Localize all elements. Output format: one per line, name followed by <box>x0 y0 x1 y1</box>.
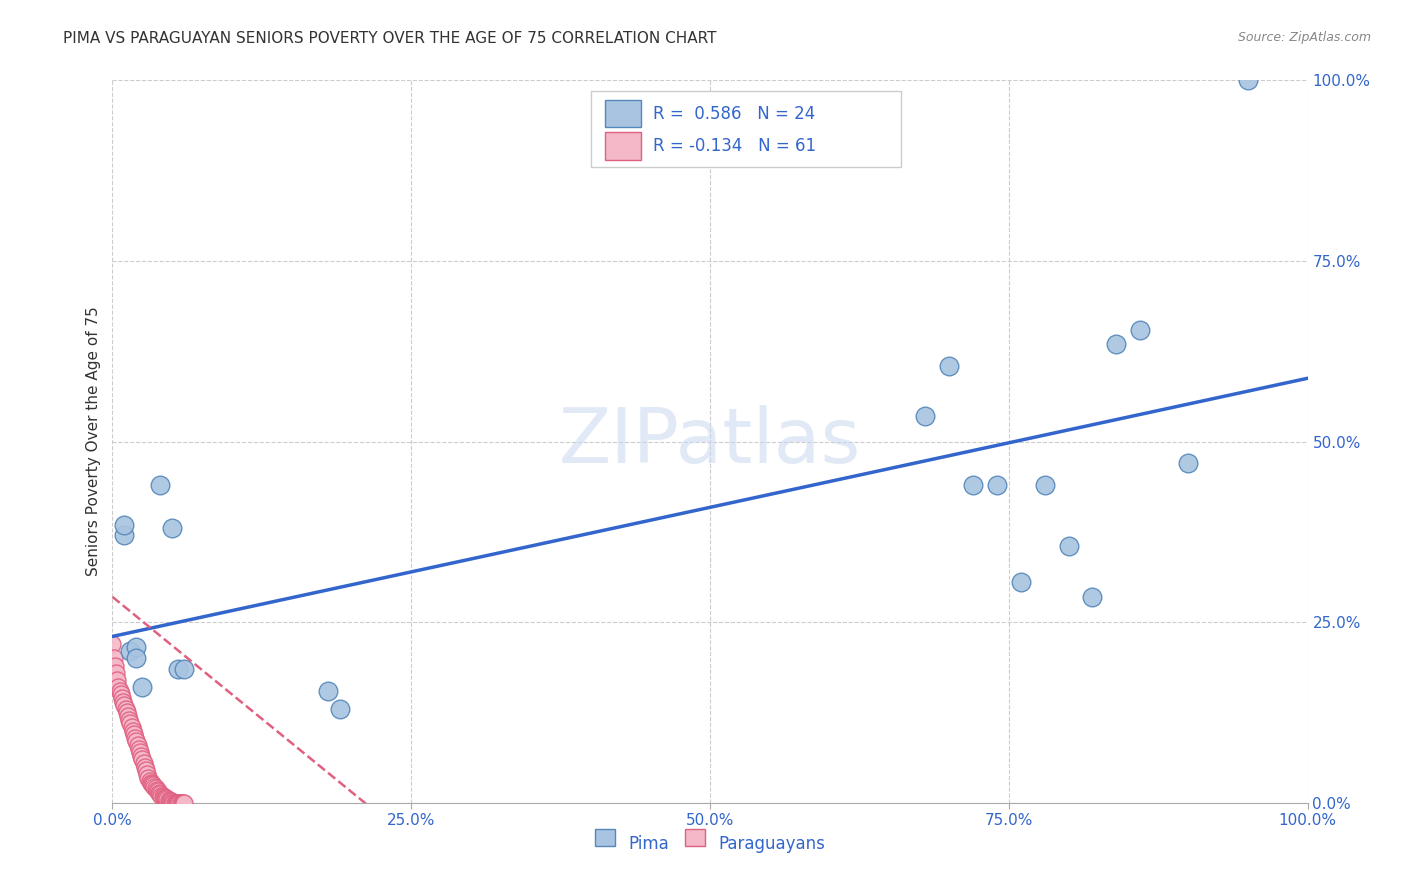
Point <box>131 680 153 694</box>
Point <box>1081 590 1104 604</box>
Point <box>114 528 135 542</box>
Point <box>121 720 143 734</box>
Point <box>134 760 156 774</box>
Point <box>1237 73 1260 87</box>
Point <box>914 409 936 424</box>
Point <box>167 662 190 676</box>
Point <box>131 752 153 766</box>
Bar <box>605 100 641 128</box>
Point <box>120 644 142 658</box>
Point <box>1177 456 1199 470</box>
Point <box>155 791 177 805</box>
Point <box>115 706 138 720</box>
Point <box>169 796 191 810</box>
Point <box>146 784 169 798</box>
Point <box>173 662 195 676</box>
FancyBboxPatch shape <box>591 91 901 167</box>
Point <box>159 794 181 808</box>
Point <box>1105 337 1128 351</box>
Point <box>173 796 195 810</box>
Point <box>169 796 191 810</box>
Point <box>1010 575 1032 590</box>
Point <box>145 781 167 796</box>
Point <box>150 789 173 803</box>
Point <box>172 796 194 810</box>
Point <box>103 651 125 665</box>
Point <box>125 734 148 748</box>
Text: R = -0.134   N = 61: R = -0.134 N = 61 <box>652 137 815 155</box>
Point <box>129 745 152 759</box>
Point <box>162 796 184 810</box>
Point <box>117 709 139 723</box>
Point <box>938 359 960 373</box>
Point <box>160 794 183 808</box>
Point <box>329 702 352 716</box>
Point <box>128 741 150 756</box>
Point <box>153 790 176 805</box>
Point <box>141 777 163 791</box>
Point <box>142 779 165 793</box>
Point <box>125 651 148 665</box>
Text: R =  0.586   N = 24: R = 0.586 N = 24 <box>652 104 815 122</box>
Point <box>129 748 152 763</box>
Point <box>153 790 176 805</box>
Point <box>962 478 984 492</box>
Point <box>139 775 162 789</box>
Point <box>149 478 172 492</box>
Point <box>166 796 188 810</box>
Point <box>1033 478 1056 492</box>
Point <box>143 780 166 794</box>
Point <box>148 786 170 800</box>
Point <box>104 658 127 673</box>
Point <box>121 723 143 738</box>
Point <box>124 731 146 745</box>
Point <box>162 795 183 809</box>
Bar <box>605 132 641 160</box>
Text: Source: ZipAtlas.com: Source: ZipAtlas.com <box>1237 31 1371 45</box>
Point <box>114 517 135 532</box>
Point <box>316 683 339 698</box>
Point <box>114 698 135 713</box>
Point <box>163 796 186 810</box>
Point <box>125 640 148 655</box>
Point <box>118 713 141 727</box>
Point <box>112 695 135 709</box>
Point <box>110 687 132 701</box>
Point <box>149 787 172 801</box>
Point <box>145 782 167 797</box>
Point <box>157 793 180 807</box>
Point <box>107 680 129 694</box>
Point <box>986 478 1008 492</box>
Point <box>162 521 183 535</box>
Point <box>127 738 149 752</box>
Point <box>101 637 124 651</box>
Point <box>152 789 174 804</box>
Point <box>120 716 142 731</box>
Point <box>122 727 145 741</box>
Text: ZIPatlas: ZIPatlas <box>558 405 862 478</box>
Point <box>135 764 157 778</box>
Point <box>1057 539 1080 553</box>
Point <box>111 691 134 706</box>
Point <box>170 796 193 810</box>
Y-axis label: Seniors Poverty Over the Age of 75: Seniors Poverty Over the Age of 75 <box>86 307 101 576</box>
Point <box>167 796 190 810</box>
Point <box>132 756 155 770</box>
Point <box>114 702 136 716</box>
Legend: Pima, Paraguayans: Pima, Paraguayans <box>588 828 832 860</box>
Point <box>138 771 160 785</box>
Point <box>105 673 128 687</box>
Text: PIMA VS PARAGUAYAN SENIORS POVERTY OVER THE AGE OF 75 CORRELATION CHART: PIMA VS PARAGUAYAN SENIORS POVERTY OVER … <box>63 31 717 46</box>
Point <box>108 683 131 698</box>
Point <box>1129 322 1152 336</box>
Point <box>165 796 187 810</box>
Point <box>136 767 159 781</box>
Point <box>105 665 128 680</box>
Point <box>138 774 160 789</box>
Point <box>156 792 179 806</box>
